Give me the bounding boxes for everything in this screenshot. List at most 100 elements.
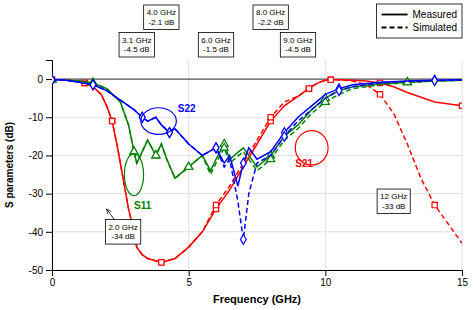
highlight-ellipse [124, 154, 143, 196]
legend-frame [377, 4, 462, 38]
x-axis-title: Frequency (GHz) [213, 293, 301, 305]
legend-label: Measured [413, 9, 457, 20]
y-axis-tick-label: -40 [29, 227, 44, 238]
y-axis-tick: -10 [29, 112, 52, 123]
annotation-box-text: 2.0 GHz [108, 223, 137, 232]
top-annotations: 3.1 GHz-4.5 dB4.0 GHz-2.1 dB6.0 GHz-1.5 … [119, 5, 316, 57]
x-axis-tick: 10 [320, 270, 332, 288]
y-axis-line [46, 61, 53, 271]
y-axis-tick: -30 [29, 188, 52, 199]
annotation-box-frame [105, 220, 140, 245]
chart: 0510150-10-20-30-40-50S22S11S212.0 GHz-3… [0, 0, 474, 310]
series-marker [130, 147, 138, 154]
series-marker [109, 118, 114, 123]
x-axis-tick-mark [189, 270, 190, 276]
grid-line-x [325, 60, 326, 270]
annotation-box-frame [377, 189, 410, 214]
series-marker [213, 143, 219, 153]
top-annotation-box: 4.0 GHz-2.1 dB [144, 5, 179, 30]
series-marker [152, 151, 160, 158]
highlight-ellipse [141, 108, 177, 135]
series-markers [52, 75, 411, 169]
series-marker [336, 86, 342, 96]
top-annotation-box-frame [253, 5, 288, 30]
y-axis-tick-mark [46, 194, 52, 195]
x-axis-tick-mark [462, 270, 463, 276]
x-axis-tick: 15 [457, 270, 469, 288]
series-marker [328, 77, 333, 82]
series-markers [52, 77, 437, 265]
y-axis-tick-mark [46, 79, 52, 80]
top-annotation-box-text: -4.5 dB [124, 45, 150, 54]
series-marker [306, 86, 311, 91]
x-axis-tick-label: 15 [457, 277, 469, 288]
legend-swatch [382, 14, 408, 16]
series-marker [185, 162, 193, 169]
annotation-box-text: -33 dB [382, 202, 406, 211]
series-marker [213, 202, 218, 207]
top-annotation-box: 3.1 GHz-4.5 dB [119, 33, 154, 58]
grid-line-y [52, 155, 462, 156]
series-marker [459, 103, 462, 108]
series-marker [109, 118, 114, 123]
annotation-box-text: -34 dB [111, 232, 135, 241]
series-markers [52, 75, 438, 244]
top-annotation-box-text: 9.0 GHz [283, 36, 312, 45]
series-marker [130, 147, 138, 154]
curve-label: S21 [295, 158, 313, 169]
series-marker [90, 80, 96, 90]
x-axis-tick-mark [325, 270, 326, 276]
top-annotation-box: 9.0 GHz-4.5 dB [280, 33, 315, 58]
top-annotation-box-text: -4.5 dB [285, 45, 311, 54]
top-annotation-box-text: 8.0 GHz [256, 8, 285, 17]
series-line [52, 80, 462, 263]
y-axis-tick-label: -30 [29, 188, 44, 199]
series-marker [281, 131, 287, 141]
y-axis-tick-mark [46, 155, 52, 156]
y-axis-tick-label: -10 [29, 112, 44, 123]
curve-label: S11 [134, 200, 152, 211]
series-marker [159, 260, 164, 265]
y-axis-tick: -40 [29, 227, 52, 238]
x-axis-line [53, 271, 463, 277]
series-marker [185, 162, 193, 169]
y-axis-tick-label: -20 [29, 150, 44, 161]
series-marker [432, 76, 438, 86]
y-axis-tick: -20 [29, 150, 52, 161]
annotation-box: 12 GHz-33 dB [377, 189, 410, 214]
top-annotation-box: 6.0 GHz-1.5 dB [198, 33, 233, 58]
x-axis: 051015 [50, 270, 469, 288]
y-axis-tick: -50 [29, 265, 52, 276]
y-axis-tick-mark [46, 117, 52, 118]
legend: MeasuredSimulated [377, 4, 462, 38]
series-marker [306, 86, 311, 91]
top-annotation-box-text: 6.0 GHz [201, 36, 230, 45]
top-annotation-box-frame [144, 5, 179, 30]
y-axis: 0 -10 -20 -30 -40 -50 [29, 61, 53, 276]
plot-area [52, 75, 462, 265]
top-annotation-box-frame [198, 33, 233, 58]
series-markers [52, 77, 462, 265]
series-line [52, 80, 462, 240]
top-annotation-box-frame [280, 33, 315, 58]
top-annotation-box-text: -2.1 dB [148, 18, 174, 27]
series-marker [240, 158, 246, 168]
series-marker [220, 143, 228, 150]
annotations: S22S11S212.0 GHz-34 dB12 GHz-33 dB [105, 103, 410, 245]
series-marker [240, 235, 246, 245]
x-axis-tick-label: 10 [320, 277, 332, 288]
series-marker [90, 80, 96, 90]
top-annotation-box-text: 3.1 GHz [122, 36, 151, 45]
series-marker [152, 151, 160, 158]
annotation-box-text: 12 GHz [380, 192, 407, 201]
series-line [52, 80, 462, 263]
series-marker [268, 115, 273, 120]
chart-container: 0510150-10-20-30-40-50S22S11S212.0 GHz-3… [0, 0, 474, 310]
top-annotation-box-frame [119, 33, 154, 58]
series-marker [52, 75, 55, 85]
y-axis-tick-mark [46, 232, 52, 233]
annotation-box: 2.0 GHz-34 dB [105, 220, 140, 245]
x-axis-tick-label: 5 [186, 277, 192, 288]
series-marker [52, 75, 55, 85]
y-axis-tick-label: 0 [37, 74, 43, 85]
